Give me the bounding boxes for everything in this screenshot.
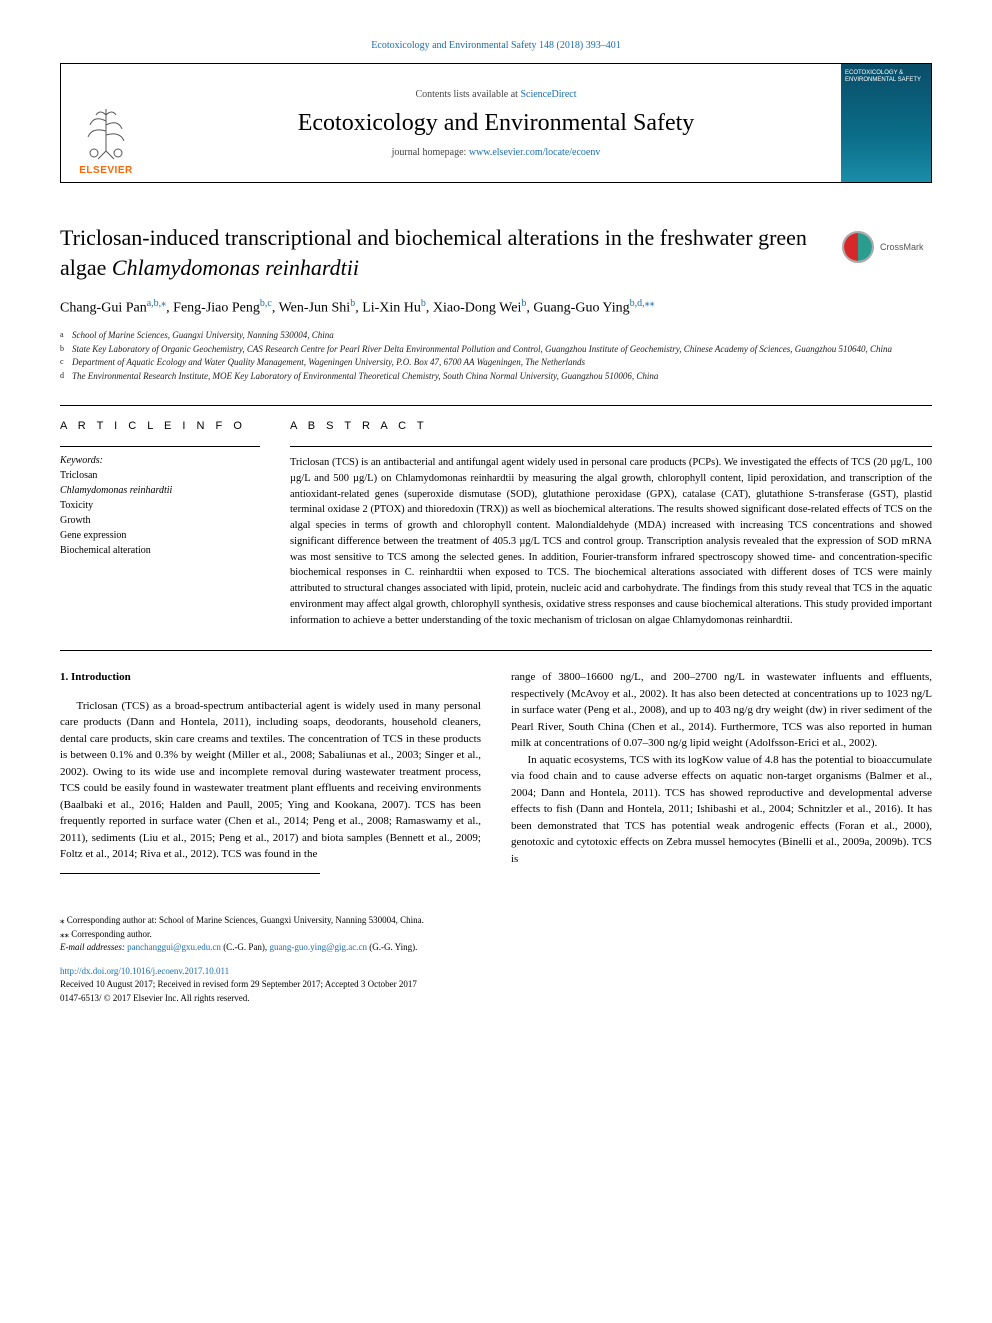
author-affil-marks: b,d,⁎⁎ xyxy=(630,298,655,309)
header-box: ELSEVIER Contents lists available at Sci… xyxy=(60,63,932,183)
issn-line: 0147-6513/ © 2017 Elsevier Inc. All righ… xyxy=(60,992,932,1006)
author: Guang-Guo Ying xyxy=(533,301,629,316)
keyword: Gene expression xyxy=(60,528,260,543)
intro-heading: 1. Introduction xyxy=(60,669,481,686)
author-affil-marks: b xyxy=(521,298,526,309)
author: Xiao-Dong Wei xyxy=(433,301,521,316)
author: Feng-Jiao Peng xyxy=(173,301,260,316)
divider xyxy=(60,405,932,406)
homepage-link[interactable]: www.elsevier.com/locate/ecoenv xyxy=(469,147,601,158)
keyword: Chlamydomonas reinhardtii xyxy=(60,483,260,498)
homepage-line: journal homepage: www.elsevier.com/locat… xyxy=(392,147,601,158)
email-link[interactable]: guang-guo.ying@gig.ac.cn xyxy=(269,942,367,952)
divider xyxy=(290,446,932,447)
author: Chang-Gui Pan xyxy=(60,301,147,316)
affiliation-letter: d xyxy=(60,370,68,384)
author-affil-marks: b xyxy=(421,298,426,309)
affiliation-text: The Environmental Research Institute, MO… xyxy=(72,370,658,384)
author: Li-Xin Hu xyxy=(362,301,421,316)
journal-reference: Ecotoxicology and Environmental Safety 1… xyxy=(60,40,932,51)
affiliation-text: School of Marine Sciences, Guangxi Unive… xyxy=(72,329,334,343)
abstract-column: A B S T R A C T Triclosan (TCS) is an an… xyxy=(290,420,932,628)
elsevier-tree-icon xyxy=(76,101,136,161)
affiliation-row: a School of Marine Sciences, Guangxi Univ… xyxy=(60,329,932,343)
keyword: Growth xyxy=(60,513,260,528)
footer-block: ⁎ Corresponding author at: School of Mar… xyxy=(60,912,932,1005)
keyword: Toxicity xyxy=(60,498,260,513)
article-info-column: A R T I C L E I N F O Keywords: Triclosa… xyxy=(60,420,260,628)
body-columns: 1. Introduction Triclosan (TCS) as a bro… xyxy=(60,669,932,867)
abstract-text: Triclosan (TCS) is an antibacterial and … xyxy=(290,455,932,628)
elsevier-label: ELSEVIER xyxy=(79,165,132,176)
crossmark-badge[interactable]: CrossMark xyxy=(842,227,932,267)
article-title: Triclosan-induced transcriptional and bi… xyxy=(60,223,932,282)
article-info-label: A R T I C L E I N F O xyxy=(60,420,260,432)
affiliation-text: State Key Laboratory of Organic Geochemi… xyxy=(72,343,892,357)
intro-paragraph: Triclosan (TCS) as a broad-spectrum anti… xyxy=(60,698,481,863)
keywords-label: Keywords: xyxy=(60,455,260,466)
keyword: Biochemical alteration xyxy=(60,543,260,558)
doi-link[interactable]: http://dx.doi.org/10.1016/j.ecoenv.2017.… xyxy=(60,966,229,976)
abstract-label: A B S T R A C T xyxy=(290,420,932,432)
author-list: Chang-Gui Pana,b,⁎, Feng-Jiao Pengb,c, W… xyxy=(60,296,932,319)
sciencedirect-link[interactable]: ScienceDirect xyxy=(520,89,576,100)
corresponding-note: ⁎⁎ Corresponding author. xyxy=(60,928,932,942)
email-link[interactable]: panchanggui@gxu.edu.cn xyxy=(127,942,221,952)
affiliation-letter: c xyxy=(60,356,68,370)
intro-paragraph: In aquatic ecosystems, TCS with its logK… xyxy=(511,752,932,868)
affiliation-row: b State Key Laboratory of Organic Geochem… xyxy=(60,343,932,357)
elsevier-logo: ELSEVIER xyxy=(61,64,151,182)
affiliation-row: c Department of Aquatic Ecology and Water… xyxy=(60,356,932,370)
journal-title: Ecotoxicology and Environmental Safety xyxy=(298,110,695,137)
keyword: Triclosan xyxy=(60,468,260,483)
body-column-left: 1. Introduction Triclosan (TCS) as a bro… xyxy=(60,669,481,867)
divider xyxy=(60,650,932,651)
received-line: Received 10 August 2017; Received in rev… xyxy=(60,978,932,992)
author-affil-marks: a,b,⁎ xyxy=(147,298,166,309)
journal-cover-thumb: ECOTOXICOLOGY & ENVIRONMENTAL SAFETY xyxy=(841,64,931,182)
author-affil-marks: b,c xyxy=(260,298,272,309)
affiliations: a School of Marine Sciences, Guangxi Univ… xyxy=(60,329,932,383)
affiliation-text: Department of Aquatic Ecology and Water … xyxy=(72,356,585,370)
contents-available-line: Contents lists available at ScienceDirec… xyxy=(415,89,576,100)
corresponding-note: ⁎ Corresponding author at: School of Mar… xyxy=(60,914,932,928)
body-column-right: range of 3800–16600 ng/L, and 200–2700 n… xyxy=(511,669,932,867)
author-affil-marks: b xyxy=(350,298,355,309)
footnote-divider xyxy=(60,873,320,874)
keywords-list: TriclosanChlamydomonas reinhardtiiToxici… xyxy=(60,468,260,558)
affiliation-letter: a xyxy=(60,329,68,343)
author: Wen-Jun Shi xyxy=(279,301,351,316)
divider xyxy=(60,446,260,447)
affiliation-row: d The Environmental Research Institute, M… xyxy=(60,370,932,384)
info-abstract-row: A R T I C L E I N F O Keywords: Triclosa… xyxy=(60,420,932,628)
crossmark-icon xyxy=(842,231,874,263)
email-line: E-mail addresses: panchanggui@gxu.edu.cn… xyxy=(60,941,932,955)
intro-paragraph: range of 3800–16600 ng/L, and 200–2700 n… xyxy=(511,669,932,752)
affiliation-letter: b xyxy=(60,343,68,357)
header-center: Contents lists available at ScienceDirec… xyxy=(151,64,841,182)
doi-line: http://dx.doi.org/10.1016/j.ecoenv.2017.… xyxy=(60,965,932,979)
